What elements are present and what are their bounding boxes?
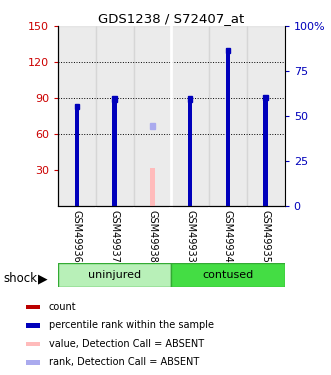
Bar: [133, 26, 171, 206]
Bar: [188, 128, 192, 206]
Bar: [26, 323, 40, 327]
Bar: [26, 360, 40, 364]
Text: GSM49934: GSM49934: [223, 210, 233, 262]
Bar: [226, 48, 230, 53]
Bar: [150, 168, 155, 206]
FancyBboxPatch shape: [171, 262, 285, 287]
FancyBboxPatch shape: [58, 262, 171, 287]
Bar: [58, 26, 96, 206]
Bar: [209, 26, 247, 206]
Bar: [112, 96, 117, 102]
Bar: [263, 94, 268, 100]
Text: ▶: ▶: [38, 272, 48, 285]
Bar: [74, 141, 79, 206]
Bar: [74, 104, 79, 109]
Text: GSM49935: GSM49935: [261, 210, 271, 263]
Bar: [112, 133, 117, 206]
Text: uninjured: uninjured: [88, 270, 141, 280]
Text: rank, Detection Call = ABSENT: rank, Detection Call = ABSENT: [49, 357, 199, 368]
Text: GSM49933: GSM49933: [185, 210, 195, 262]
Bar: [26, 342, 40, 346]
Bar: [226, 48, 230, 206]
Text: GSM49938: GSM49938: [147, 210, 158, 262]
Bar: [247, 26, 285, 206]
Text: GSM49936: GSM49936: [72, 210, 82, 262]
Text: count: count: [49, 302, 76, 312]
Bar: [150, 123, 155, 129]
Bar: [226, 60, 230, 206]
Bar: [188, 96, 192, 102]
Text: contused: contused: [202, 270, 254, 280]
Title: GDS1238 / S72407_at: GDS1238 / S72407_at: [98, 12, 244, 25]
Text: GSM49937: GSM49937: [110, 210, 119, 263]
Bar: [74, 104, 79, 206]
Bar: [171, 26, 209, 206]
Bar: [188, 96, 192, 206]
Text: value, Detection Call = ABSENT: value, Detection Call = ABSENT: [49, 339, 204, 349]
Bar: [26, 304, 40, 309]
Bar: [96, 26, 133, 206]
Bar: [263, 126, 268, 206]
Bar: [263, 94, 268, 206]
Bar: [112, 96, 117, 206]
Text: percentile rank within the sample: percentile rank within the sample: [49, 320, 213, 330]
Text: shock: shock: [3, 272, 37, 285]
